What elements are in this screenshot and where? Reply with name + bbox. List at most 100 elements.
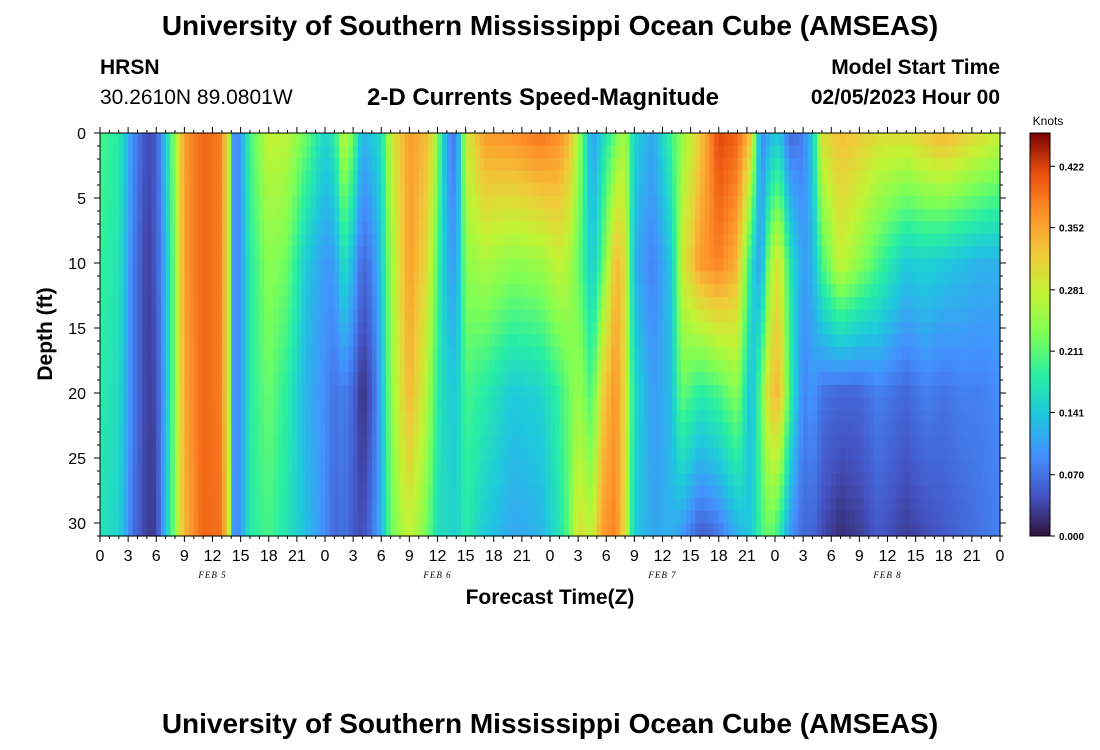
heatmap-cell (657, 208, 664, 222)
heatmap-cell (671, 422, 678, 436)
heatmap-cell (751, 460, 757, 474)
heatmap-cell (667, 372, 673, 386)
heatmap-cell (329, 523, 335, 537)
heatmap-cell (423, 410, 429, 424)
heatmap-cell (784, 372, 790, 386)
heatmap-cell (357, 473, 364, 487)
heatmap-cell (643, 347, 650, 361)
heatmap-cell (404, 246, 410, 260)
heatmap-cell (751, 183, 757, 197)
heatmap-cell (278, 183, 284, 197)
heatmap-cell (334, 183, 340, 197)
heatmap-cell (653, 447, 659, 462)
heatmap-cell (714, 183, 720, 197)
heatmap-cell (540, 208, 546, 222)
heatmap-cell (512, 435, 518, 449)
heatmap-cell (596, 510, 603, 524)
heatmap-cell (742, 347, 748, 361)
heatmap-cell (329, 359, 335, 373)
heatmap-cell (109, 246, 115, 260)
heatmap-cell (156, 246, 162, 260)
heatmap-cell (582, 510, 589, 524)
heatmap-cell (685, 208, 692, 222)
heatmap-cell (507, 347, 514, 361)
heatmap-cell (554, 334, 560, 348)
heatmap-cell (254, 258, 260, 273)
heatmap-cell (700, 271, 706, 285)
heatmap-cell (667, 460, 673, 474)
heatmap-cell (156, 410, 162, 424)
heatmap-cell (367, 271, 373, 285)
heatmap-cell (446, 523, 453, 537)
heatmap-cell (432, 410, 439, 424)
heatmap-cell (296, 321, 303, 336)
heatmap-cell (165, 183, 171, 197)
heatmap-cell (207, 195, 214, 210)
heatmap-cell (676, 195, 682, 210)
heatmap-cell (442, 246, 448, 260)
heatmap-cell (535, 195, 542, 210)
heatmap-cell (643, 523, 650, 537)
heatmap-cell (798, 321, 804, 336)
heatmap-cell (381, 321, 387, 336)
heatmap-cell (821, 271, 828, 285)
heatmap-cell (728, 321, 734, 336)
heatmap-cell (142, 195, 148, 210)
heatmap-cell (264, 321, 270, 336)
heatmap-cell (714, 170, 720, 184)
heatmap-cell (348, 422, 354, 436)
heatmap-cell (493, 221, 500, 235)
heatmap-cell (217, 258, 223, 273)
heatmap-cell (742, 384, 748, 399)
heatmap-cell (287, 498, 293, 512)
heatmap-cell (789, 384, 795, 399)
heatmap-cell (437, 523, 443, 537)
heatmap-cell (146, 183, 153, 197)
heatmap-cell (718, 435, 725, 449)
heatmap-cell (756, 183, 762, 197)
heatmap-cell (681, 359, 687, 373)
heatmap-cell (170, 359, 176, 373)
heatmap-cell (273, 183, 279, 197)
heatmap-cell (531, 321, 537, 336)
heatmap-cell (362, 498, 368, 512)
heatmap-cell (503, 447, 509, 462)
heatmap-cell (221, 435, 228, 449)
heatmap-cell (146, 133, 153, 147)
heatmap-cell (503, 422, 509, 436)
heatmap-cell (676, 258, 682, 273)
heatmap-cell (175, 435, 181, 449)
heatmap-cell (390, 208, 396, 222)
heatmap-cell (460, 359, 467, 373)
heatmap-cell (235, 321, 242, 336)
heatmap-cell (456, 347, 462, 361)
heatmap-cell (357, 170, 364, 184)
heatmap-cell (596, 447, 603, 462)
heatmap-cell (817, 447, 823, 462)
heatmap-cell (460, 410, 467, 424)
heatmap-cell (282, 233, 289, 247)
heatmap-cell (254, 321, 260, 336)
heatmap-cell (137, 208, 143, 222)
heatmap-cell (545, 170, 551, 184)
heatmap-cell (217, 460, 223, 474)
heatmap-cell (217, 510, 223, 524)
heatmap-cell (203, 372, 209, 386)
heatmap-cell (292, 233, 298, 247)
heatmap-cell (240, 183, 246, 197)
heatmap-cell (625, 158, 631, 172)
heatmap-cell (610, 258, 617, 273)
heatmap-cell (610, 145, 617, 159)
heatmap-cell (498, 435, 504, 449)
heatmap-cell (526, 372, 532, 386)
heatmap-cell (437, 422, 443, 436)
heatmap-cell (104, 170, 110, 184)
heatmap-cell (695, 233, 701, 247)
heatmap-cell (128, 523, 134, 537)
heatmap-cell (601, 233, 607, 247)
heatmap-cell (460, 397, 467, 411)
heatmap-cell (531, 233, 537, 247)
heatmap-cell (409, 133, 415, 147)
heatmap-cell (582, 422, 589, 436)
heatmap-cell (428, 158, 434, 172)
